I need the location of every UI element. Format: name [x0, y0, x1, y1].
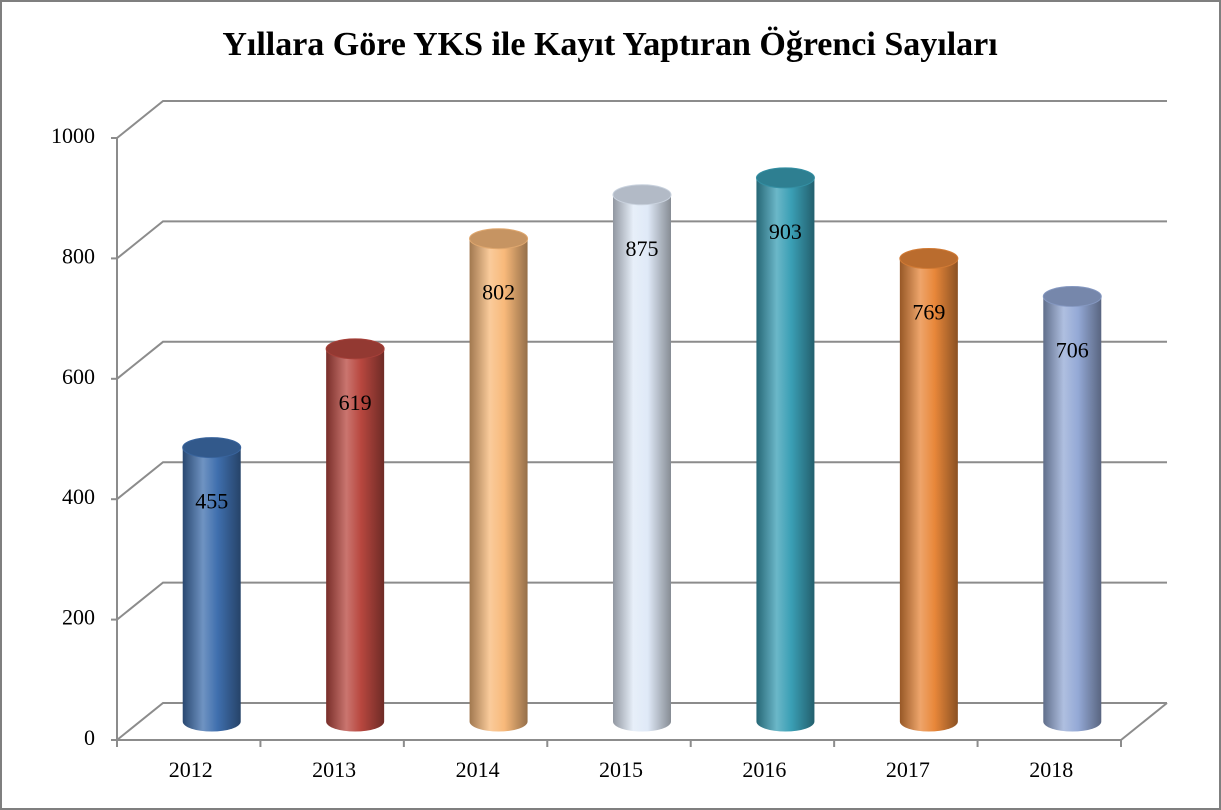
x-tick-label: 2014: [456, 757, 500, 782]
data-label: 619: [339, 390, 372, 415]
bar: [182, 447, 241, 732]
y-tick-label: 1000: [51, 123, 95, 148]
data-label: 455: [195, 489, 228, 514]
grid-line: [116, 702, 1167, 741]
data-label: 875: [626, 236, 659, 261]
x-tick-label: 2017: [886, 757, 930, 782]
data-label: 802: [482, 280, 515, 305]
grid-line: [116, 340, 1167, 380]
bar: [326, 348, 385, 732]
grid-line: [116, 100, 1167, 139]
bar-top: [182, 437, 242, 459]
data-label: 769: [912, 300, 945, 325]
bar: [756, 177, 815, 732]
y-tick-label: 200: [62, 605, 95, 630]
x-tick-label: 2018: [1029, 757, 1073, 782]
x-tick-label: 2012: [169, 757, 213, 782]
y-tick-label: 800: [62, 243, 95, 268]
floor-edge: [1120, 702, 1168, 741]
x-tick-label: 2016: [742, 757, 786, 782]
grid-line: [116, 461, 1167, 500]
x-tick-label: 2015: [599, 757, 643, 782]
y-tick-label: 600: [62, 364, 95, 389]
bar: [613, 194, 671, 732]
bar-top: [1042, 285, 1102, 307]
grid-line: [116, 581, 1167, 621]
bar: [1043, 296, 1102, 732]
bar-top: [469, 228, 529, 250]
bar: [899, 258, 958, 732]
bar-top: [899, 248, 959, 270]
bar: [469, 238, 528, 732]
chart-title: Yıllara Göre YKS ile Kayıt Yaptıran Öğre…: [222, 26, 997, 63]
bar-top: [755, 167, 815, 189]
bar-top: [325, 338, 385, 360]
grid-line: [116, 220, 1167, 260]
y-tick-label: 400: [62, 484, 95, 509]
data-label: 903: [769, 219, 802, 244]
x-tick-label: 2013: [312, 757, 356, 782]
bar-top: [612, 184, 672, 206]
data-label: 706: [1056, 338, 1089, 363]
y-tick-label: 0: [84, 725, 95, 750]
